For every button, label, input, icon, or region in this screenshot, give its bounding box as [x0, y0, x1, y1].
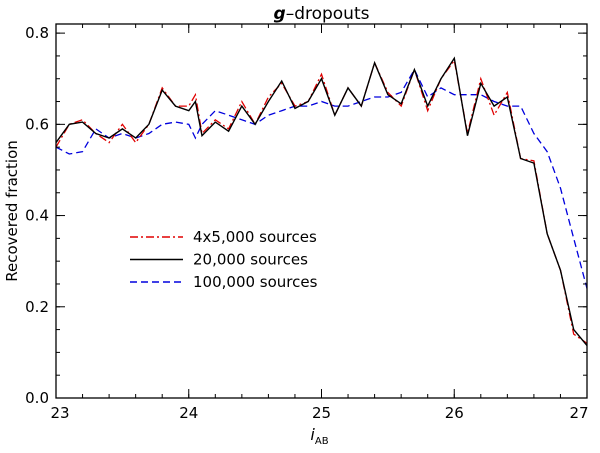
- chart-title: g–dropouts: [274, 4, 370, 24]
- y-tick-label: 0.8: [25, 24, 49, 42]
- y-tick-label: 0.6: [25, 115, 49, 133]
- x-tick-label: 24: [179, 404, 198, 422]
- series-line-3: [56, 68, 587, 289]
- legend: 4x5,000 sources 20,000 sources 100,000 sou…: [130, 228, 318, 291]
- series-line-1: [56, 58, 587, 344]
- y-tick-label: 0.2: [25, 298, 49, 316]
- x-tick-label: 27: [569, 404, 588, 422]
- x-tick-label: 26: [445, 404, 464, 422]
- y-tick-label: 0.0: [25, 389, 49, 407]
- legend-label-3: 100,000 sources: [193, 273, 318, 291]
- ticks-layer: 23 24 25 26 27 0.0 0.2 0.4 0.6 0.8: [25, 24, 589, 422]
- series-line-2: [56, 56, 587, 346]
- title-rest-part: –dropouts: [286, 4, 370, 24]
- series-layer: [56, 56, 587, 346]
- y-tick-label: 0.4: [25, 207, 49, 225]
- x-axis-label-main: i: [310, 425, 315, 444]
- x-tick-label: 23: [50, 404, 69, 422]
- x-axis-label-subscript: AB: [315, 436, 329, 447]
- x-tick-label: 25: [312, 404, 331, 422]
- title-italic-part: g: [274, 4, 286, 24]
- x-axis-label: iAB: [310, 425, 328, 447]
- y-axis-label: Recovered fraction: [3, 140, 21, 281]
- legend-label-2: 20,000 sources: [193, 251, 308, 269]
- legend-label-1: 4x5,000 sources: [193, 228, 317, 246]
